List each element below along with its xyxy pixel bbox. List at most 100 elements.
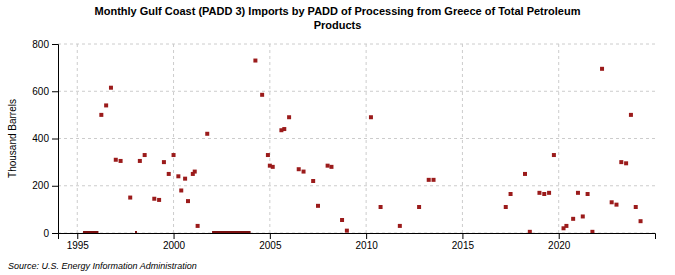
axis-line [59, 234, 656, 240]
tick-mark [559, 233, 560, 239]
annotation: Source: U.S. Energy Information Administ… [8, 261, 197, 271]
point [205, 132, 209, 136]
tick-label: 1995 [67, 240, 90, 251]
tick-label: 600 [32, 86, 49, 97]
point [571, 217, 575, 221]
axis-line [52, 45, 59, 234]
point [427, 178, 431, 182]
point [345, 229, 349, 233]
point [143, 153, 147, 157]
tick-mark [270, 233, 271, 239]
y-axis-label: Thousand Barrels [7, 99, 18, 178]
tick-label: 400 [32, 133, 49, 144]
tick-mark [77, 233, 78, 239]
point [600, 67, 604, 71]
point [109, 86, 113, 90]
grid-line [366, 44, 367, 233]
tick: 600 [32, 86, 58, 97]
point [326, 164, 330, 168]
point [564, 224, 568, 228]
grid-line [462, 44, 463, 233]
tick: 2020 [548, 233, 571, 251]
marks [83, 59, 643, 233]
tick-label: 800 [32, 39, 49, 50]
grid-line [77, 44, 78, 233]
tick-mark [52, 44, 58, 45]
point [114, 158, 118, 162]
x-axis: 1995 2000 2005 2010 2015 2020 [59, 233, 656, 251]
y-axis: 0200400600800 [32, 39, 58, 239]
point [639, 219, 643, 223]
grid-line [173, 44, 174, 233]
tick-label: 200 [32, 180, 49, 191]
point [614, 203, 618, 207]
zero-line [83, 231, 251, 233]
tick-mark [366, 233, 367, 239]
point [576, 191, 580, 195]
point [398, 224, 402, 228]
point [537, 191, 541, 195]
point [547, 191, 551, 195]
point [138, 159, 142, 163]
tick-label: 2020 [548, 240, 571, 251]
point [99, 113, 103, 117]
point-group [99, 59, 642, 233]
tick: 2015 [452, 233, 475, 251]
point [432, 178, 436, 182]
title: Monthly Gulf Coast (PADD 3) Imports by P… [95, 5, 581, 31]
point [504, 205, 508, 209]
point [167, 172, 171, 176]
grid-line [58, 138, 655, 139]
point [316, 204, 320, 208]
point [417, 205, 421, 209]
point [282, 127, 286, 131]
point [634, 205, 638, 209]
tick-label: 2005 [259, 240, 282, 251]
plot-area: 1995200020052010201520200200400600800 [32, 39, 655, 251]
grid-line [558, 44, 559, 233]
point [253, 59, 257, 63]
point [271, 165, 275, 169]
tick-mark [462, 233, 463, 239]
point [311, 179, 315, 183]
point [340, 218, 344, 222]
tick: 400 [32, 133, 58, 144]
tick-mark [174, 233, 175, 239]
point [260, 93, 264, 97]
point [193, 170, 197, 174]
point [509, 192, 513, 196]
grid-line [58, 185, 655, 186]
point [523, 172, 527, 176]
point [586, 192, 590, 196]
point [581, 214, 585, 218]
point [266, 153, 270, 157]
point [157, 198, 161, 202]
point [162, 160, 166, 164]
tick: 2005 [259, 233, 282, 251]
point [552, 153, 556, 157]
point [183, 177, 187, 181]
point [610, 200, 614, 204]
tick: 1995 [67, 233, 90, 251]
point [297, 167, 301, 171]
grid [58, 44, 655, 233]
point [329, 165, 333, 169]
point [542, 192, 546, 196]
point [176, 174, 180, 178]
point [287, 115, 291, 119]
tick-label: 2015 [452, 240, 475, 251]
point [186, 199, 190, 203]
point [369, 115, 373, 119]
point [179, 188, 183, 192]
grid-line [269, 44, 270, 233]
tick: 2010 [356, 233, 379, 251]
point [128, 196, 132, 200]
point [629, 113, 633, 117]
tick: 2000 [163, 233, 186, 251]
tick-mark [52, 186, 58, 187]
point [119, 159, 123, 163]
point [590, 230, 594, 233]
tick: 200 [32, 180, 58, 191]
point [619, 160, 623, 164]
tick-label: 2010 [356, 240, 379, 251]
